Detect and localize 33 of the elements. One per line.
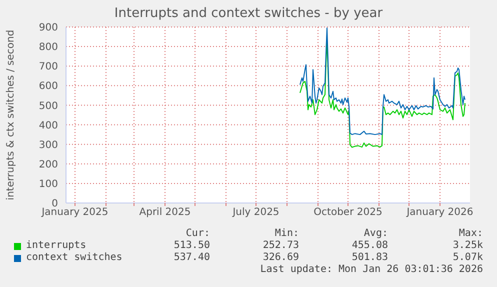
y-axis-title: interrupts & ctx switches / second — [6, 30, 17, 200]
y-tick-label: 400 — [38, 120, 58, 132]
y-tick-label: 500 — [38, 100, 58, 112]
text: 513.50 — [174, 240, 210, 252]
text: 5.07k — [452, 252, 483, 264]
text: 252.73 — [262, 240, 299, 252]
legend-label: context switches — [26, 252, 122, 264]
y-tick-label: 200 — [38, 159, 58, 170]
x-tick-label: January 2025 — [40, 207, 108, 218]
x-tick-label: October 2025 — [314, 207, 382, 218]
y-tick-label: 700 — [38, 62, 58, 73]
text: Avg: — [364, 228, 388, 240]
text: Cur: — [186, 228, 210, 240]
y-tick-label: 600 — [38, 81, 58, 92]
text: Max: — [458, 228, 483, 240]
text: 3.25k — [452, 240, 483, 252]
y-tick-label: 0 — [52, 198, 58, 210]
text: Min: — [274, 228, 299, 240]
chart-title: Interrupts and context switches - by year — [113, 6, 384, 21]
y-tick-label: 100 — [38, 178, 58, 190]
text: Last update: Mon Jan 26 03:01:36 2026 — [260, 264, 483, 276]
x-tick-label: April 2025 — [139, 207, 191, 218]
x-tick-label: January 2026 — [406, 207, 474, 218]
x-tick-label: July 2025 — [232, 207, 280, 218]
text: 326.69 — [262, 252, 299, 264]
text: 501.83 — [352, 252, 388, 264]
y-tick-label: 900 — [38, 22, 58, 34]
text: 537.40 — [174, 252, 210, 264]
text: 455.08 — [352, 240, 388, 252]
y-tick-label: 300 — [38, 140, 58, 151]
y-tick-label: 800 — [38, 42, 58, 54]
legend-label: interrupts — [26, 240, 86, 252]
line-series — [300, 27, 466, 136]
